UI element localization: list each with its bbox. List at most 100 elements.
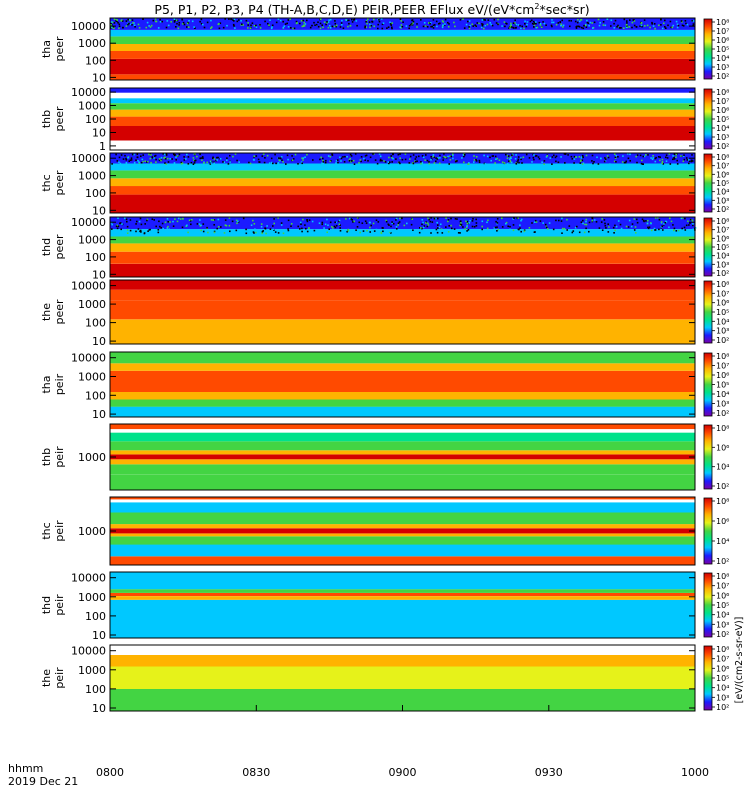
colorbar-tick-label: 10⁵ [716, 179, 729, 188]
y-tick-label: 1000 [78, 525, 106, 538]
panel-label: thcpeir [40, 520, 66, 542]
panel-label: thepeer [40, 299, 66, 325]
colorbar-tick-label: 10² [716, 409, 729, 418]
x-tick-label: 0900 [389, 766, 417, 779]
energy-band-1 [110, 399, 695, 407]
colorbar-tick-label: 10⁵ [716, 674, 729, 683]
colorbar-gradient [703, 18, 713, 80]
y-tick-label: 10 [92, 268, 106, 281]
y-tick-label: 1000 [78, 170, 106, 183]
energy-band-7 [110, 88, 695, 93]
colorbar-tick-label: 10⁵ [716, 45, 729, 54]
energy-band-5 [110, 217, 695, 230]
energy-band-8 [110, 499, 695, 503]
energy-band-1 [110, 126, 695, 141]
panel-label: thepeir [40, 667, 66, 689]
energy-band-1 [110, 251, 695, 264]
colorbar-tick-label: 10⁴ [716, 317, 729, 326]
energy-band-5 [110, 98, 695, 104]
colorbar-tick-label: 10⁶ [716, 664, 729, 673]
energy-band-3 [110, 645, 695, 655]
energy-band-6 [110, 18, 695, 30]
energy-band-4 [110, 528, 695, 534]
colorbar-gradient [703, 280, 713, 344]
x-tick-label: 0930 [535, 766, 563, 779]
energy-band-4 [110, 363, 695, 371]
energy-band-5 [110, 352, 695, 364]
colorbar-tick-label: 10⁸ [716, 572, 729, 581]
y-tick-label: 10000 [71, 352, 106, 365]
colorbar-tick-label: 10⁷ [716, 582, 729, 591]
energy-band-0 [110, 406, 695, 417]
panel-label: thbpeir [40, 446, 66, 468]
colorbar-tick-label: 10⁴ [716, 124, 729, 133]
panel-thb-peir: 1000 thbpeir 10² 10⁴ 10⁶ 10⁸ [40, 423, 729, 491]
colorbar-tick-label: 10⁴ [716, 54, 729, 63]
y-tick-label: 1000 [78, 100, 106, 113]
colorbar-tick-label: 10³ [716, 133, 729, 142]
y-tick-label: 1000 [78, 371, 106, 384]
y-tick-label: 100 [85, 54, 106, 67]
y-tick-label: 10 [92, 702, 106, 715]
energy-band-5 [110, 153, 695, 164]
panel-thd-peer: 10 100 1000 10000 thdpeer 10²10³10⁴10⁵10⁶10⁷1… [40, 216, 729, 281]
date-label: 2019 Dec 21 [8, 775, 78, 788]
energy-band-3 [110, 370, 695, 392]
energy-band-4 [110, 229, 695, 237]
colorbar-tick-label: 10⁶ [716, 106, 729, 115]
colorbar-tick-label: 10² [716, 205, 729, 214]
colorbar-tick-label: 10⁸ [716, 217, 729, 226]
colorbar-tick-label: 10⁷ [716, 362, 729, 371]
y-tick-label: 10000 [71, 216, 106, 229]
colorbar-tick-label: 10² [716, 72, 729, 81]
energy-band-4 [110, 36, 695, 44]
energy-band-5 [110, 29, 695, 37]
colorbar-tick-label: 10⁷ [716, 162, 729, 171]
colorbar-gradient [703, 153, 713, 213]
energy-band-1 [110, 186, 695, 195]
colorbar-tick-label: 10⁷ [716, 27, 729, 36]
colorbar-tick-label: 10⁶ [716, 517, 729, 526]
energy-band-1 [110, 544, 695, 557]
colorbar-tick-label: 10² [716, 142, 729, 151]
colorbar-tick-label: 10⁷ [716, 226, 729, 235]
panel-label: thdpeir [40, 594, 66, 616]
colorbar-tick-label: 10⁸ [716, 424, 729, 433]
energy-band-2 [110, 178, 695, 187]
energy-band-2 [110, 243, 695, 252]
energy-band-5 [110, 524, 695, 529]
colorbar-tick-label: 10⁸ [716, 280, 729, 289]
colorbar-tick-label: 10³ [716, 196, 729, 205]
energy-band-3 [110, 533, 695, 537]
colorbar-tick-label: 10⁸ [716, 645, 729, 654]
x-tick-label: 0830 [242, 766, 270, 779]
noise-speckle [111, 153, 694, 165]
colorbar-tick-label: 10⁴ [716, 537, 729, 546]
panel-label: thapeer [40, 36, 66, 62]
panel-frame [109, 571, 696, 639]
panel-thd-peir: 10 100 1000 10000 thdpeir 10²10³10⁴10⁵10⁶10⁷1… [40, 571, 729, 642]
colorbar-tick-label: 10² [716, 703, 729, 712]
y-tick-label: 100 [85, 683, 106, 696]
colorbar-tick-label: 10⁸ [716, 88, 729, 97]
panel-thc-peir: 1000 thcpeir 10² 10⁴ 10⁶ 10⁸ [40, 496, 729, 566]
energy-band-1 [110, 666, 695, 689]
colorbar-gradient [703, 424, 713, 490]
energy-band-0 [110, 474, 695, 490]
y-tick-label: 1000 [78, 451, 106, 464]
panel-tha-peir: 10 100 1000 10000 thapeir 10²10³10⁴10⁵10⁶10⁷1… [40, 351, 729, 421]
colorbar-tick-label: 10⁸ [716, 352, 729, 361]
energy-band-4 [110, 103, 695, 110]
energy-band-4 [110, 572, 695, 590]
colorbar-tick-label: 10³ [716, 327, 729, 336]
colorbar-tick-label: 10⁶ [716, 234, 729, 243]
y-tick-label: 100 [85, 389, 106, 402]
colorbar-tick-label: 10⁶ [716, 36, 729, 45]
energy-band-2 [110, 51, 695, 59]
energy-band-8 [110, 424, 695, 430]
colorbar-tick-label: 10⁶ [716, 170, 729, 179]
